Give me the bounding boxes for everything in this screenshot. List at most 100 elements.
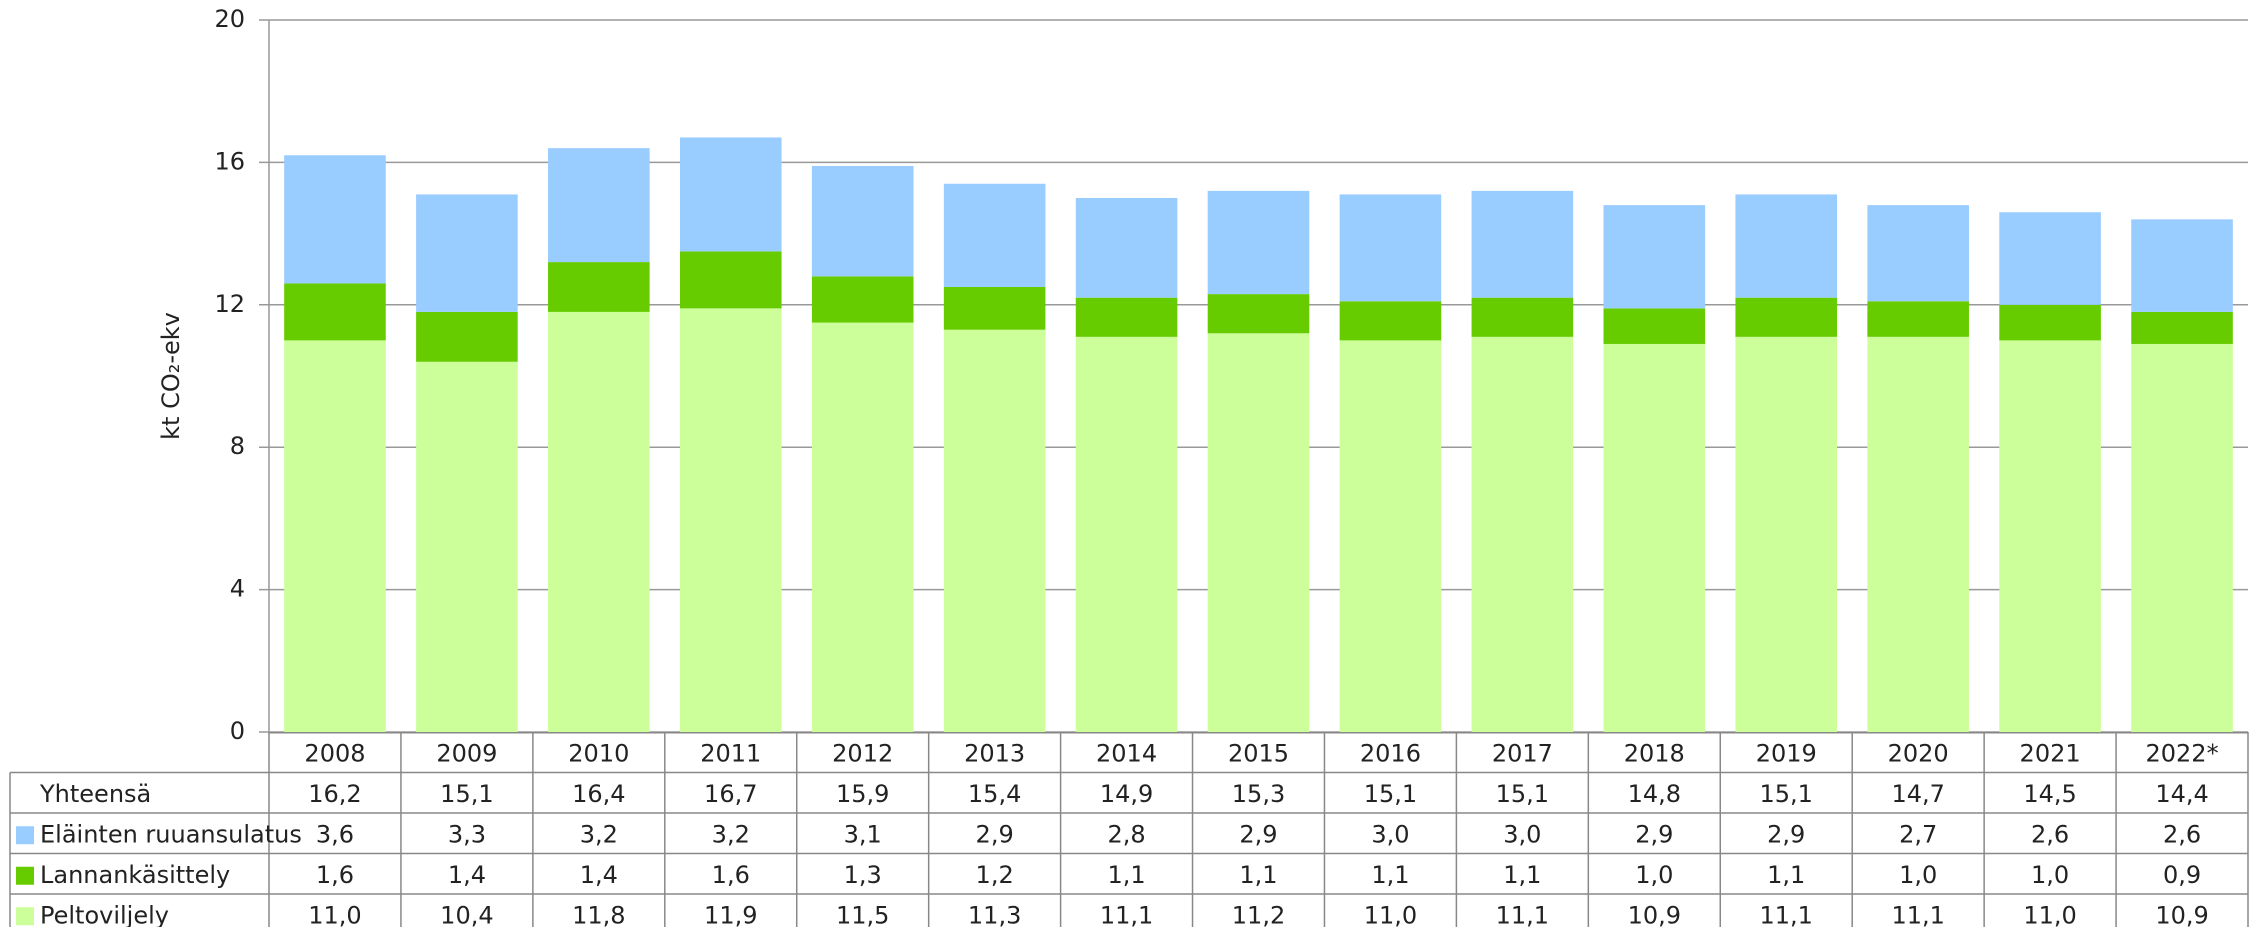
table-cell: 11,5	[836, 901, 889, 927]
y-tick-label: 20	[214, 5, 245, 33]
table-cell: 16,7	[704, 780, 757, 808]
bar-segment	[2131, 343, 2233, 732]
bar-segment	[1603, 205, 1706, 309]
x-tick-label: 2010	[568, 739, 629, 767]
bar-segment	[1075, 198, 1178, 298]
bar-segment	[284, 283, 386, 341]
bar-segment	[1999, 212, 2101, 305]
table-cell: 11,3	[968, 901, 1021, 927]
y-tick-label: 16	[214, 147, 245, 175]
bar-segment	[679, 137, 782, 252]
bar-segment	[416, 194, 518, 312]
table-cell: 11,0	[2023, 901, 2076, 927]
bar-segment	[1207, 294, 1310, 334]
table-cell: 2,9	[1767, 820, 1805, 848]
bar-segment	[284, 340, 386, 732]
row-label: Lannankäsittely	[40, 861, 230, 889]
bar-segment	[811, 165, 914, 277]
bar-segment	[2131, 311, 2233, 344]
table-cell: 15,4	[968, 780, 1021, 808]
bar-segment	[679, 308, 782, 732]
table-cell: 1,6	[316, 861, 354, 889]
legend-swatch	[16, 826, 34, 845]
table-cell: 3,1	[844, 820, 882, 848]
bar-segment	[1075, 336, 1178, 732]
table-cell: 2,9	[1239, 820, 1277, 848]
x-tick-label: 2018	[1624, 739, 1685, 767]
bar-segment	[811, 322, 914, 732]
table-cell: 15,1	[1496, 780, 1549, 808]
bar-segment	[1471, 190, 1574, 298]
bar-segment	[548, 311, 650, 732]
table-cell: 2,7	[1899, 820, 1937, 848]
x-tick-label: 2009	[436, 739, 497, 767]
x-tick-label: 2015	[1228, 739, 1289, 767]
bar-segment	[1075, 297, 1178, 337]
row-label: Yhteensä	[39, 780, 151, 808]
table-cell: 1,4	[580, 861, 618, 889]
y-tick-label: 0	[230, 717, 245, 745]
bar-segment	[1339, 194, 1442, 302]
row-label: Peltoviljely	[40, 901, 169, 927]
table-cell: 15,9	[836, 780, 889, 808]
table-cell: 14,5	[2023, 780, 2076, 808]
table-cell: 1,0	[1635, 861, 1673, 889]
bar-segment	[1867, 336, 1969, 732]
table-cell: 2,6	[2163, 820, 2201, 848]
bar-segment	[1735, 336, 1838, 732]
table-cell: 3,2	[712, 820, 750, 848]
table-cell: 1,0	[1899, 861, 1937, 889]
table-cell: 14,9	[1100, 780, 1153, 808]
bar-segment	[1735, 194, 1838, 298]
table-cell: 1,1	[1503, 861, 1541, 889]
table-cell: 11,0	[1364, 901, 1417, 927]
x-tick-label: 2022*	[2145, 739, 2218, 767]
bar-segment	[1471, 297, 1574, 337]
bar-segment	[1207, 190, 1310, 295]
x-tick-label: 2014	[1096, 739, 1157, 767]
table-cell: 11,9	[704, 901, 757, 927]
table-cell: 15,1	[440, 780, 493, 808]
table-cell: 1,3	[844, 861, 882, 889]
table-cell: 15,1	[1364, 780, 1417, 808]
x-tick-label: 2013	[964, 739, 1025, 767]
table-cell: 2,9	[976, 820, 1014, 848]
table-cell: 14,8	[1628, 780, 1681, 808]
bar-segment	[1867, 205, 1969, 302]
bar-segment	[1471, 336, 1574, 732]
bar-segment	[1603, 343, 1706, 732]
table-cell: 15,1	[1760, 780, 1813, 808]
table-cell: 3,2	[580, 820, 618, 848]
y-tick-label: 8	[230, 432, 245, 460]
legend-swatch	[16, 866, 34, 885]
bar-segment	[416, 311, 518, 362]
table-cell: 1,1	[1767, 861, 1805, 889]
table-cell: 14,7	[1891, 780, 1944, 808]
table-cell: 1,0	[2031, 861, 2069, 889]
bar-segment	[1339, 301, 1442, 341]
bar-segment	[1207, 333, 1310, 732]
table-cell: 2,9	[1635, 820, 1673, 848]
y-axis-label: kt CO₂-ekv	[157, 312, 185, 440]
bar-segment	[1339, 340, 1442, 732]
table-cell: 11,0	[308, 901, 361, 927]
table-cell: 3,3	[448, 820, 486, 848]
bar-segment	[679, 251, 782, 309]
table-cell: 1,6	[712, 861, 750, 889]
x-tick-label: 2008	[304, 739, 365, 767]
table-cell: 11,8	[572, 901, 625, 927]
table-cell: 16,2	[308, 780, 361, 808]
table-cell: 0,9	[2163, 861, 2201, 889]
table-cell: 15,3	[1232, 780, 1285, 808]
table-cell: 2,6	[2031, 820, 2069, 848]
table-cell: 11,2	[1232, 901, 1285, 927]
bar-segment	[943, 329, 1046, 732]
table-cell: 11,1	[1760, 901, 1813, 927]
table-cell: 1,1	[1239, 861, 1277, 889]
table-cell: 3,6	[316, 820, 354, 848]
y-tick-label: 4	[230, 575, 245, 603]
legend-swatch	[16, 907, 34, 926]
bar-segment	[811, 276, 914, 323]
bar-segment	[284, 155, 386, 284]
